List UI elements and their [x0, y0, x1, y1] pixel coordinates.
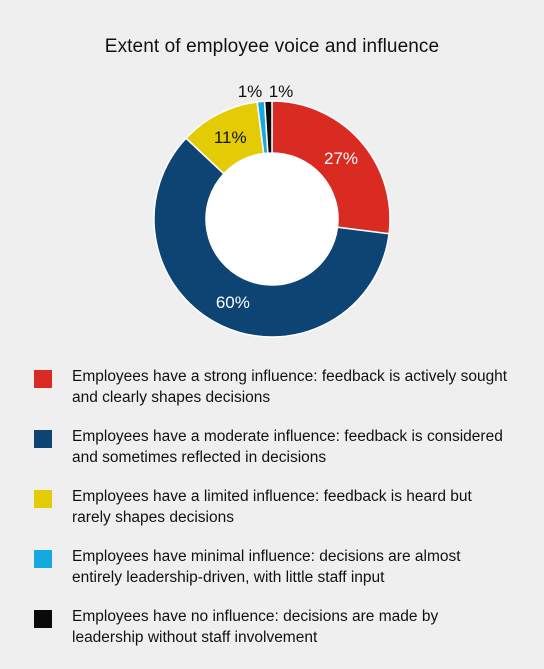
- chart-title: Extent of employee voice and influence: [104, 36, 440, 57]
- donut-hole: [206, 153, 338, 285]
- legend-swatch: [34, 550, 52, 568]
- legend-swatch: [34, 610, 52, 628]
- data-label-moderate: 60%: [216, 293, 250, 312]
- legend-label: Employees have a strong influence: feedb…: [72, 368, 508, 406]
- data-label-minimal: 1%: [238, 82, 263, 101]
- donut-slice-none: [263, 100, 273, 154]
- data-label-strong: 27%: [324, 149, 358, 168]
- donut-chart: 27% 60% 11% 1% 1%: [153, 82, 391, 338]
- legend-label: Employees have a limited influence: feed…: [72, 488, 472, 526]
- data-label-none: 1%: [269, 82, 294, 101]
- data-label-limited: 11%: [214, 128, 247, 147]
- legend-label: Employees have no influence: decisions a…: [72, 608, 439, 646]
- legend-swatch: [34, 490, 52, 508]
- legend-label: Employees have minimal influence: decisi…: [72, 548, 461, 586]
- donut-slice-strong: [271, 100, 391, 235]
- legend-swatch: [34, 430, 52, 448]
- donut-slice-moderate: [153, 137, 390, 338]
- legend-label: Employees have a moderate influence: fee…: [72, 428, 503, 466]
- legend-swatch: [34, 370, 52, 388]
